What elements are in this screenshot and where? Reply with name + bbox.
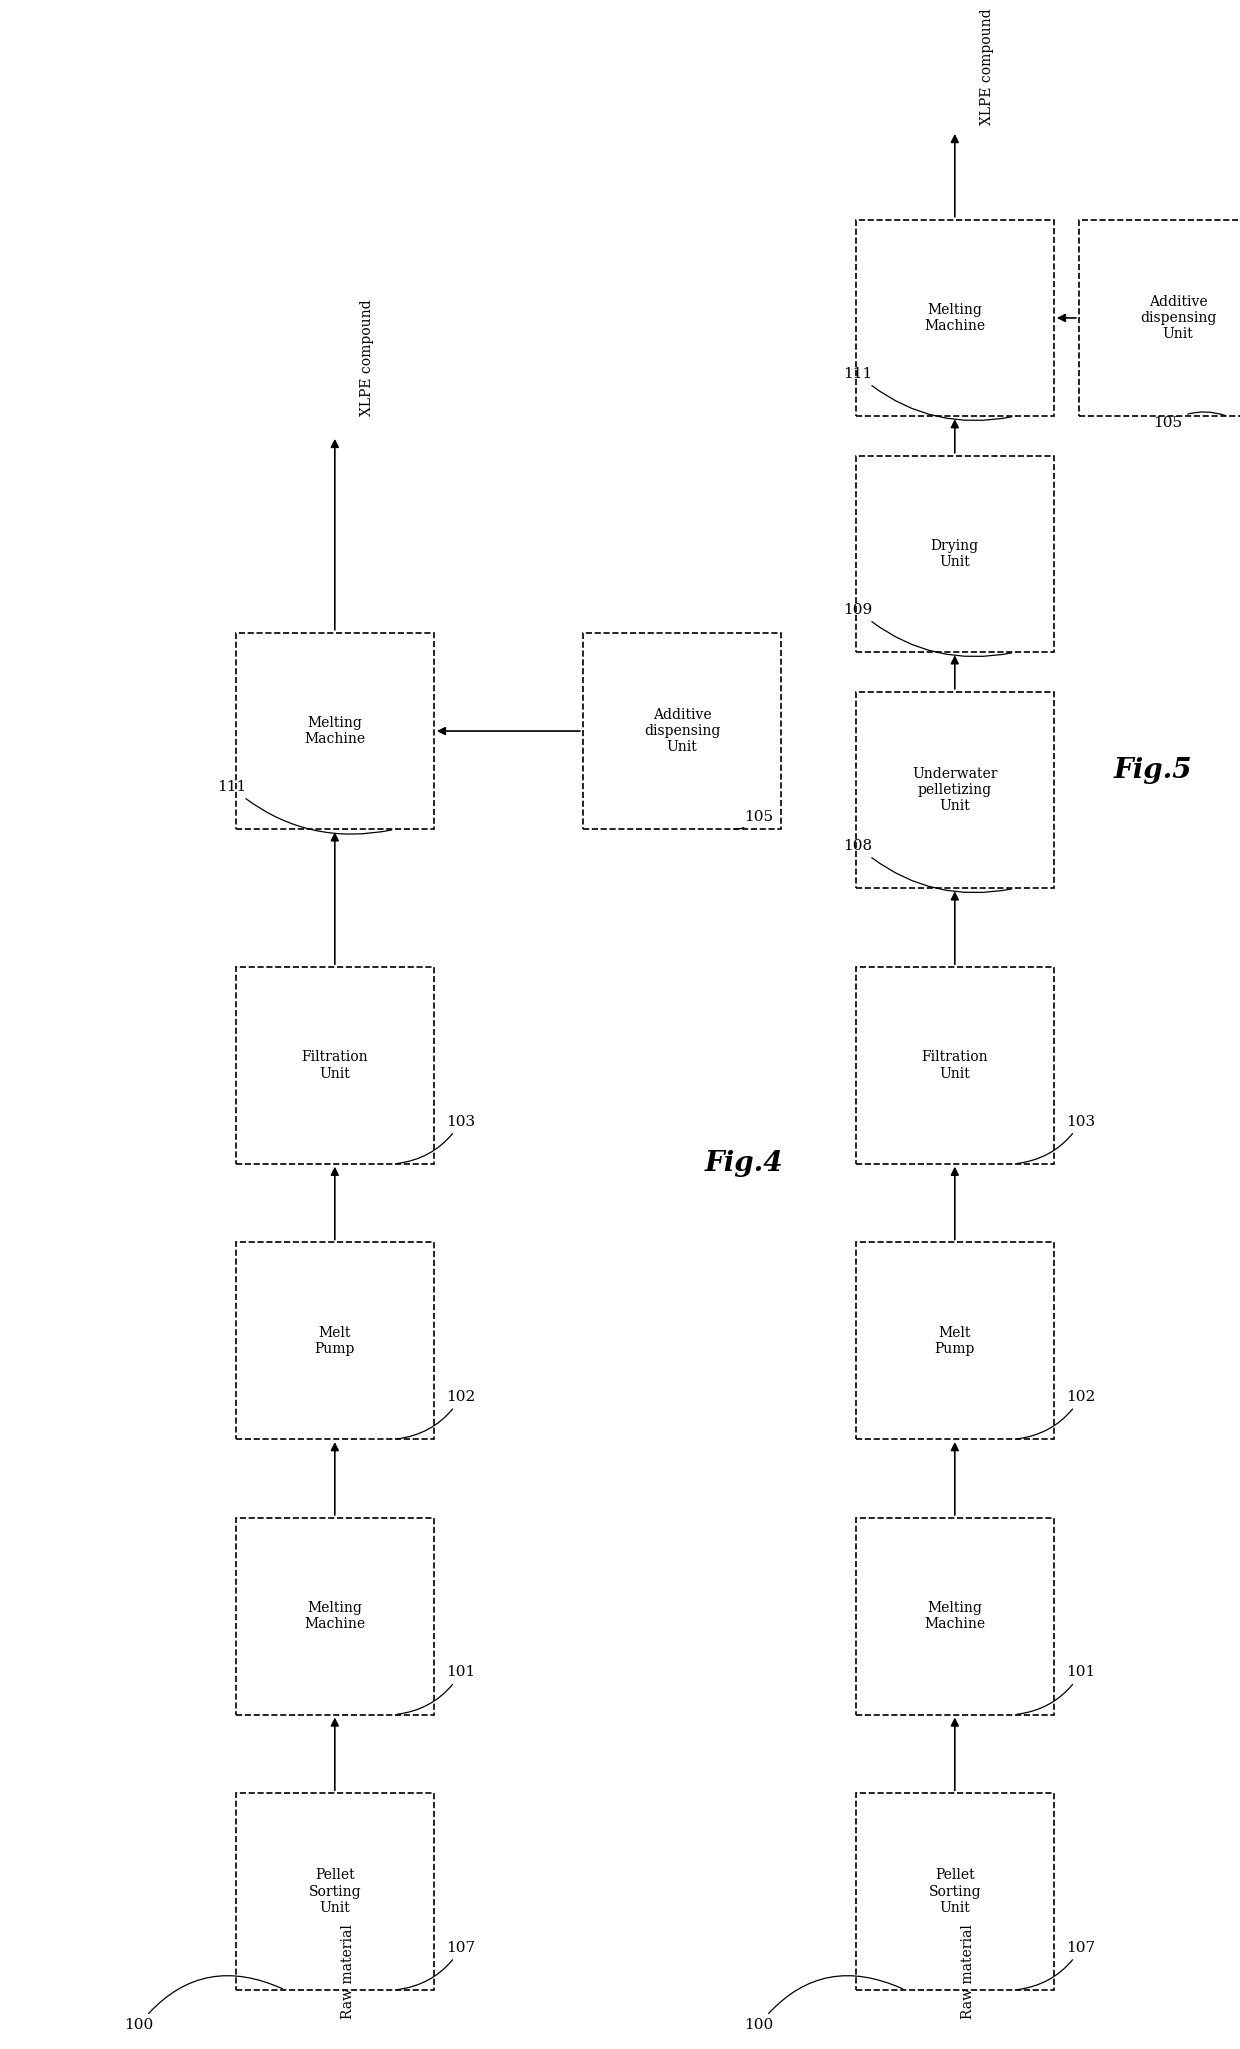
FancyBboxPatch shape xyxy=(583,633,781,830)
Text: 107: 107 xyxy=(397,1940,475,1990)
Text: Melt
Pump: Melt Pump xyxy=(315,1326,355,1356)
Text: XLPE compound: XLPE compound xyxy=(360,299,373,416)
Text: XLPE compound: XLPE compound xyxy=(980,8,993,125)
Text: Fig.4: Fig.4 xyxy=(704,1149,784,1178)
Text: Underwater
pelletizing
Unit: Underwater pelletizing Unit xyxy=(913,766,997,813)
Text: Pellet
Sorting
Unit: Pellet Sorting Unit xyxy=(929,1869,981,1916)
FancyBboxPatch shape xyxy=(236,1242,434,1438)
Text: 103: 103 xyxy=(1017,1115,1095,1164)
Text: Additive
dispensing
Unit: Additive dispensing Unit xyxy=(1140,295,1216,342)
Text: Melting
Machine: Melting Machine xyxy=(924,303,986,334)
Text: Pellet
Sorting
Unit: Pellet Sorting Unit xyxy=(309,1869,361,1916)
FancyBboxPatch shape xyxy=(236,1793,434,1990)
Text: 107: 107 xyxy=(1017,1940,1095,1990)
Text: Drying
Unit: Drying Unit xyxy=(931,539,978,570)
Text: 108: 108 xyxy=(843,840,1012,893)
FancyBboxPatch shape xyxy=(856,1793,1054,1990)
FancyBboxPatch shape xyxy=(856,455,1054,652)
Text: Filtration
Unit: Filtration Unit xyxy=(921,1051,988,1080)
Text: 109: 109 xyxy=(843,602,1012,656)
Text: 111: 111 xyxy=(843,367,1012,420)
Text: 111: 111 xyxy=(217,781,392,834)
Text: Raw material: Raw material xyxy=(341,1924,355,2020)
Text: 105: 105 xyxy=(1153,412,1225,430)
FancyBboxPatch shape xyxy=(856,219,1054,416)
FancyBboxPatch shape xyxy=(856,1518,1054,1715)
Text: 100: 100 xyxy=(744,1975,903,2033)
Text: Raw material: Raw material xyxy=(961,1924,975,2020)
Text: Melting
Machine: Melting Machine xyxy=(304,1600,366,1631)
Text: Melting
Machine: Melting Machine xyxy=(304,715,366,746)
Text: 101: 101 xyxy=(1017,1666,1096,1715)
FancyBboxPatch shape xyxy=(856,967,1054,1164)
Text: 101: 101 xyxy=(397,1666,476,1715)
Text: 105: 105 xyxy=(734,809,773,830)
Text: Additive
dispensing
Unit: Additive dispensing Unit xyxy=(644,707,720,754)
Text: Fig.5: Fig.5 xyxy=(1114,756,1193,785)
Text: Melting
Machine: Melting Machine xyxy=(924,1600,986,1631)
Text: 102: 102 xyxy=(397,1389,476,1438)
FancyBboxPatch shape xyxy=(856,693,1054,889)
FancyBboxPatch shape xyxy=(1079,219,1240,416)
Text: 103: 103 xyxy=(397,1115,475,1164)
FancyBboxPatch shape xyxy=(236,967,434,1164)
Text: Melt
Pump: Melt Pump xyxy=(935,1326,975,1356)
Text: Filtration
Unit: Filtration Unit xyxy=(301,1051,368,1080)
FancyBboxPatch shape xyxy=(856,1242,1054,1438)
FancyBboxPatch shape xyxy=(236,1518,434,1715)
Text: 100: 100 xyxy=(124,1975,283,2033)
FancyBboxPatch shape xyxy=(236,633,434,830)
Text: 102: 102 xyxy=(1017,1389,1096,1438)
